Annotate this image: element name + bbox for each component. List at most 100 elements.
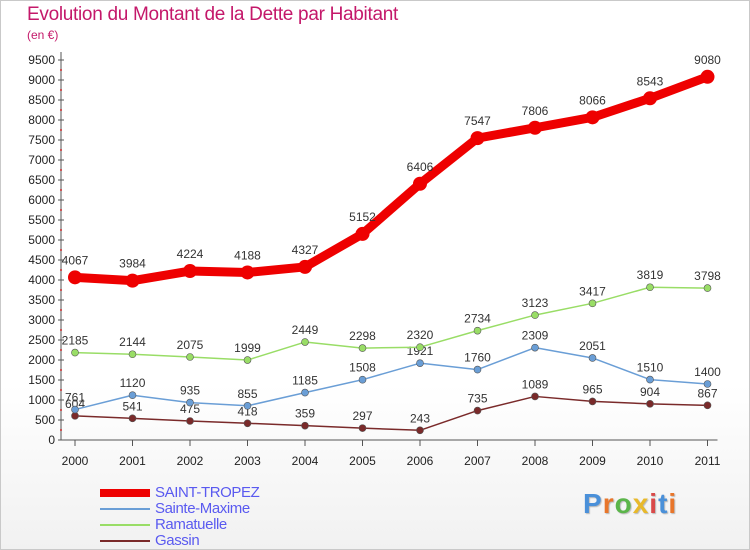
y-tick-label: 1000 [28, 393, 55, 407]
x-tick-label: 2003 [234, 454, 261, 468]
data-point [416, 359, 424, 367]
y-tick-label: 3500 [28, 293, 55, 307]
data-label: 8543 [637, 74, 664, 88]
data-point [298, 259, 312, 274]
y-tick-label: 0 [48, 433, 55, 447]
data-label: 1089 [522, 377, 549, 391]
data-point [243, 401, 252, 410]
data-point [71, 412, 79, 420]
data-label: 2185 [62, 334, 89, 348]
data-point [528, 120, 542, 135]
data-label: 541 [122, 399, 142, 413]
data-point [240, 265, 255, 280]
data-label: 3819 [637, 268, 664, 282]
data-point [470, 131, 485, 146]
data-label: 9080 [694, 53, 721, 67]
data-point [473, 326, 482, 335]
data-label: 1120 [120, 376, 146, 390]
data-point [301, 421, 309, 430]
data-label: 2144 [119, 335, 146, 349]
data-label: 904 [640, 385, 660, 399]
y-tick-label: 9000 [28, 73, 55, 87]
legend-swatch [100, 524, 150, 526]
x-tick-label: 2011 [695, 454, 721, 468]
data-point [646, 283, 654, 292]
data-point [125, 273, 140, 288]
legend-label: SAINT-TROPEZ [155, 484, 260, 501]
data-point [588, 397, 597, 406]
data-label: 3798 [694, 269, 721, 283]
data-point [358, 375, 367, 384]
data-label: 5152 [349, 210, 376, 224]
data-label: 2075 [177, 338, 204, 352]
data-label: 359 [295, 407, 315, 421]
data-point [588, 354, 597, 362]
y-tick-label: 2500 [28, 333, 55, 347]
data-point [301, 338, 309, 346]
data-label: 3123 [522, 296, 549, 310]
data-point [186, 417, 194, 425]
data-label: 604 [65, 397, 85, 411]
data-label: 855 [237, 387, 257, 401]
data-label: 761 [65, 391, 85, 405]
data-point [531, 392, 539, 401]
data-point [703, 284, 712, 292]
legend-swatch [100, 508, 150, 510]
data-point [473, 406, 482, 415]
data-label: 7547 [464, 114, 491, 128]
data-point [416, 343, 424, 352]
data-point [128, 414, 137, 423]
data-point [71, 348, 79, 357]
data-point [358, 424, 367, 432]
data-label: 475 [180, 402, 200, 416]
data-label: 1400 [694, 365, 721, 379]
y-tick-label: 7000 [28, 153, 55, 167]
data-label: 7806 [522, 104, 549, 118]
data-label: 965 [582, 382, 602, 396]
chart-title: Evolution du Montant de la Dette par Hab… [27, 4, 398, 25]
data-label: 2320 [407, 328, 434, 342]
data-point [128, 350, 137, 359]
data-point [473, 365, 482, 374]
data-point [358, 344, 367, 352]
series-line-saint-tropez [70, 72, 712, 286]
x-tick-label: 2004 [292, 454, 319, 468]
data-label: 4188 [234, 248, 261, 262]
legend-label: Ramatuelle [155, 516, 227, 533]
data-label: 2309 [522, 329, 549, 343]
data-point [646, 375, 654, 384]
data-label: 1185 [292, 374, 318, 388]
data-label: 1999 [234, 341, 261, 355]
data-point [585, 110, 600, 125]
y-tick-label: 500 [35, 413, 55, 427]
data-label: 1510 [637, 361, 664, 375]
data-label: 297 [352, 409, 372, 423]
data-point [643, 91, 657, 106]
x-tick-label: 2008 [522, 454, 549, 468]
x-tick-label: 2002 [177, 454, 204, 468]
data-label: 735 [467, 392, 487, 406]
data-point [183, 264, 197, 279]
data-point [703, 380, 712, 388]
data-label: 2298 [349, 329, 376, 343]
legend-swatch [100, 489, 150, 497]
x-tick-label: 2006 [407, 454, 434, 468]
data-point [416, 426, 424, 435]
data-label: 1508 [349, 361, 376, 375]
y-tick-label: 7500 [28, 133, 55, 147]
y-tick-label: 9500 [28, 53, 55, 67]
y-tick-label: 6000 [28, 193, 55, 207]
y-tick-label: 5500 [28, 213, 55, 227]
data-label: 4224 [177, 247, 204, 261]
x-tick-label: 2009 [579, 454, 606, 468]
y-tick-label: 1500 [28, 373, 55, 387]
data-point [301, 388, 309, 397]
data-label: 2449 [292, 323, 319, 337]
y-tick-label: 6500 [28, 173, 55, 187]
y-tick-label: 8500 [28, 93, 55, 107]
y-tick-label: 4500 [28, 253, 55, 267]
data-label: 6406 [407, 160, 434, 174]
proxiti-logo: Proxiti [583, 488, 678, 519]
y-tick-label: 3000 [28, 313, 55, 327]
data-label: 1760 [464, 351, 491, 365]
